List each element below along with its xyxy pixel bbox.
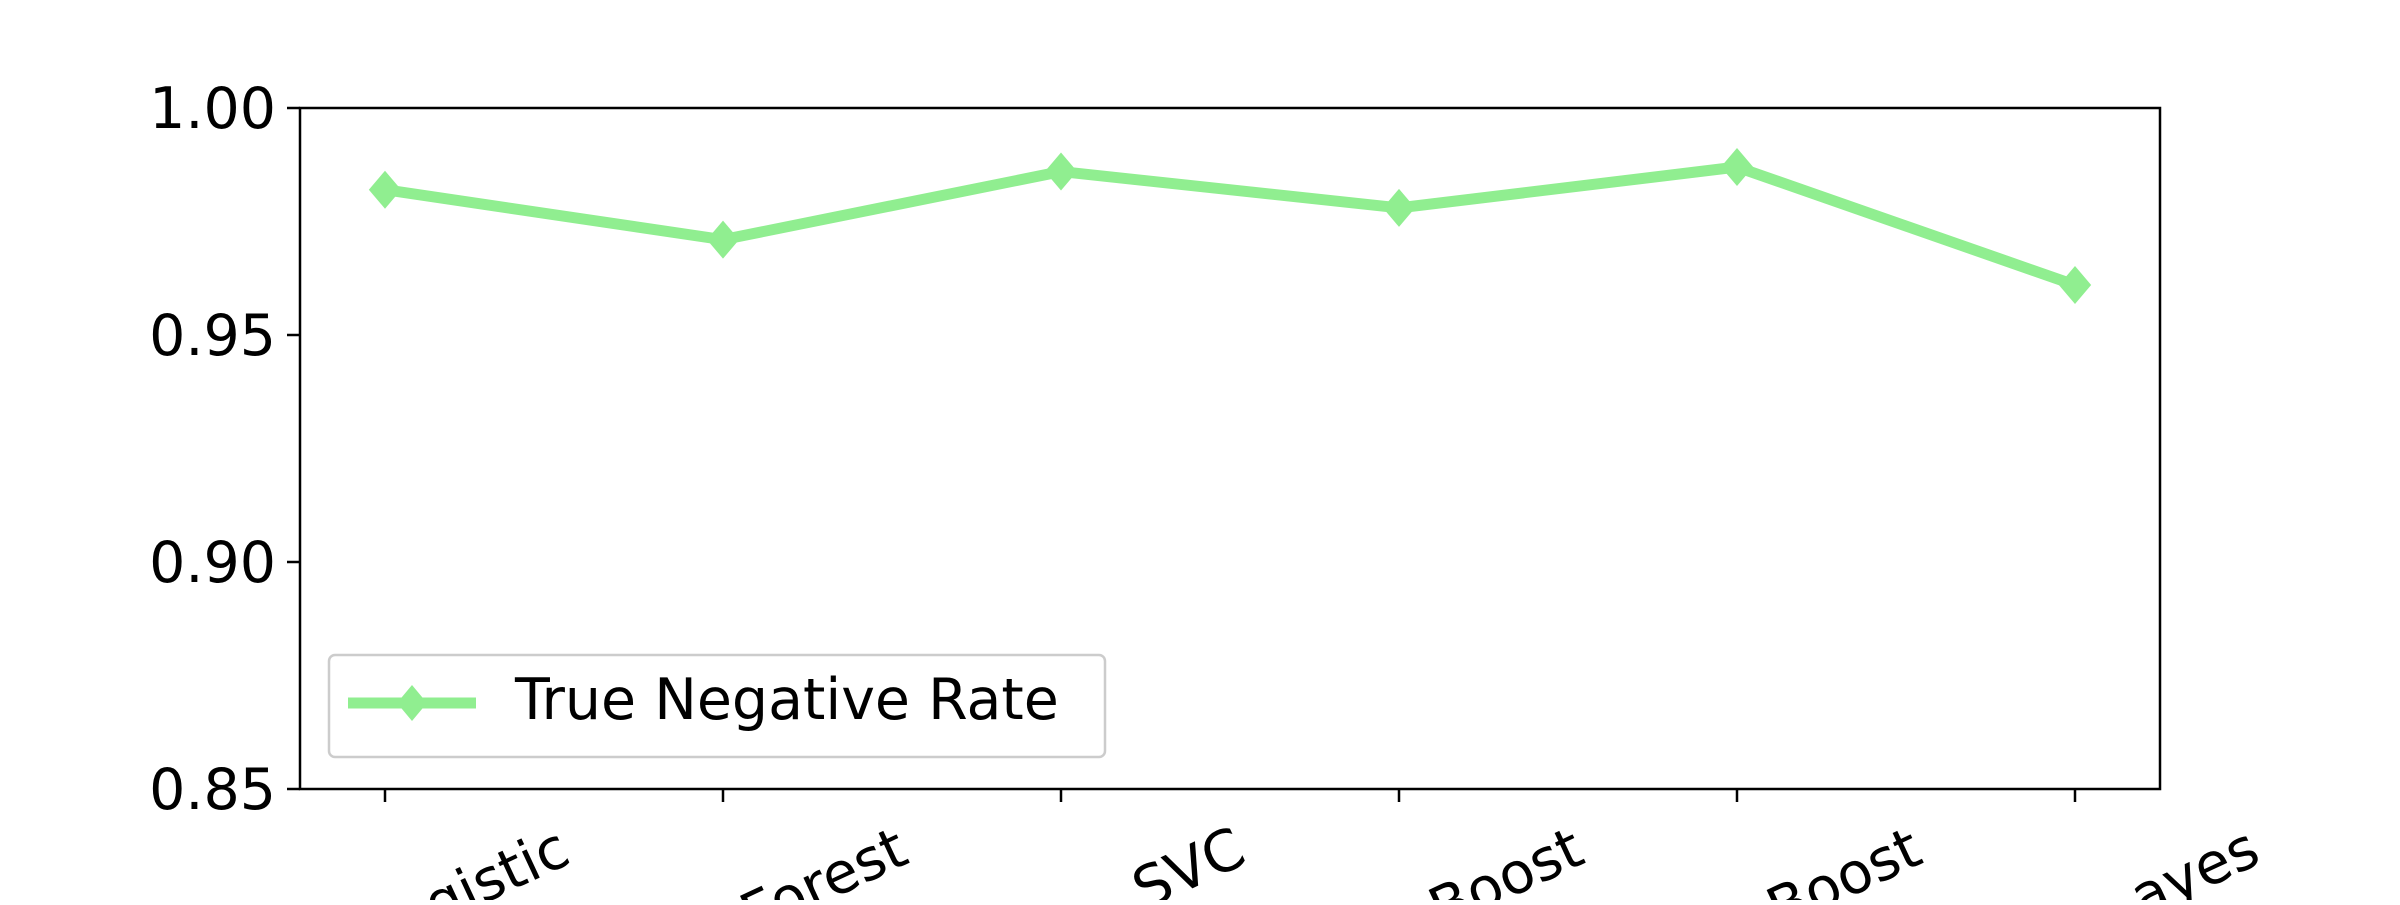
plot-area-frame xyxy=(298,106,2162,791)
series-line xyxy=(384,161,2077,291)
y-tick-label: 0.90 xyxy=(149,530,276,596)
y-tick-label: 0.85 xyxy=(149,757,276,823)
x-tick-label: gistic xyxy=(414,815,579,900)
data-point-marker xyxy=(1382,188,1416,227)
data-point-marker xyxy=(368,170,402,209)
x-tick-label: ayes xyxy=(2120,815,2269,900)
data-point-marker xyxy=(2058,266,2092,305)
data-point-marker xyxy=(706,220,740,259)
y-tick-label: 1.00 xyxy=(149,76,276,142)
y-axis: 0.85 0.90 0.95 1.00 xyxy=(149,76,300,823)
legend-label: True Negative Rate xyxy=(514,667,1059,733)
data-point-marker xyxy=(1044,152,1078,191)
y-tick-label: 0.95 xyxy=(149,303,276,369)
legend: True Negative Rate xyxy=(327,653,1107,759)
x-tick-label: Boost xyxy=(1419,815,1593,900)
x-tick-label: SVC xyxy=(1123,815,1255,900)
legend-frame xyxy=(327,653,1107,759)
x-tick-label: Boost xyxy=(1757,815,1931,900)
x-tick-label: Forest xyxy=(730,815,916,900)
data-point-marker xyxy=(1720,148,1754,187)
legend-diamond-marker xyxy=(397,685,427,721)
series-layer xyxy=(368,148,2092,305)
x-axis: gistic Forest SVC Boost Boost ayes xyxy=(383,789,2269,905)
